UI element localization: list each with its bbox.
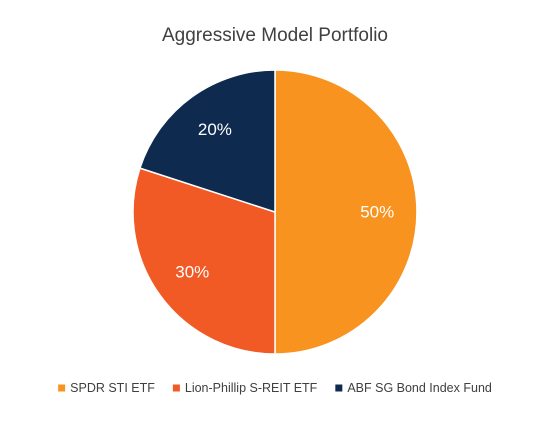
pie-slice-spdr-sti-etf [274,69,418,355]
legend-item-abf-sg-bond-index-fund: ABF SG Bond Index Fund [335,381,492,395]
data-label-spdr-sti-etf: 50% [360,203,394,222]
legend-marker [335,384,343,392]
legend-marker [172,384,180,392]
legend-label: Lion-Phillip S-REIT ETF [185,381,318,395]
legend-item-spdr-sti-etf: SPDR STI ETF [58,381,155,395]
pie-slice-abf-sg-bond-index-fund [139,69,276,213]
pie-data-labels: 50% 30% 20% [175,120,394,282]
legend-item-lion-phillip-s-reit-etf: Lion-Phillip S-REIT ETF [172,381,318,395]
legend-marker [58,384,66,392]
pie-slices [132,69,418,355]
data-label-abf-sg-bond-index-fund: 20% [198,120,232,139]
legend-label: ABF SG Bond Index Fund [347,381,492,395]
data-label-lion-phillip-s-reit-etf: 30% [175,263,209,282]
legend-label: SPDR STI ETF [70,381,155,395]
chart-title: Aggressive Model Portfolio [162,25,388,46]
pie-slice-lion-phillip-s-reit-etf [132,167,276,355]
legend: SPDR STI ETF Lion-Phillip S-REIT ETF ABF S… [58,381,492,395]
